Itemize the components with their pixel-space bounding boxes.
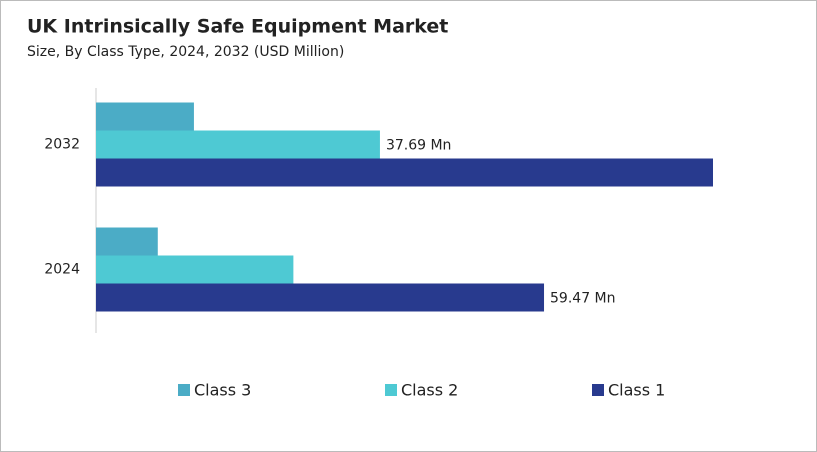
legend-swatch bbox=[178, 384, 190, 396]
chart-title: UK Intrinsically Safe Equipment Market bbox=[27, 16, 448, 38]
y-tick-label: 2032 bbox=[44, 137, 80, 153]
value-label: 59.47 Mn bbox=[550, 291, 615, 307]
bar bbox=[96, 158, 713, 187]
legend-label: Class 2 bbox=[401, 381, 458, 400]
chart-subtitle: Size, By Class Type, 2024, 2032 (USD Mil… bbox=[27, 44, 344, 60]
bar bbox=[96, 130, 380, 159]
bar bbox=[96, 102, 194, 131]
legend-label: Class 3 bbox=[194, 381, 251, 400]
legend-label: Class 1 bbox=[608, 381, 665, 400]
legend-swatch bbox=[385, 384, 397, 396]
y-tick-label: 2024 bbox=[44, 262, 80, 278]
bar bbox=[96, 283, 545, 312]
bar bbox=[96, 255, 294, 284]
value-label: 37.69 Mn bbox=[386, 138, 451, 154]
bar bbox=[96, 227, 158, 256]
legend-swatch bbox=[592, 384, 604, 396]
